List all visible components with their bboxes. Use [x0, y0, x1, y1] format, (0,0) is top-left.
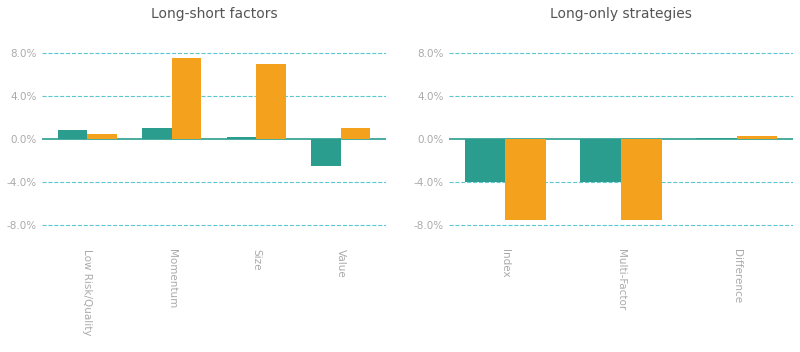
Bar [172, 58, 202, 139]
Bar [581, 139, 621, 182]
Bar [696, 138, 737, 139]
Bar [505, 139, 546, 220]
Bar [58, 131, 87, 139]
Bar [226, 137, 256, 139]
Bar [256, 64, 286, 139]
Bar [142, 128, 172, 139]
Title: Long-only strategies: Long-only strategies [550, 7, 692, 21]
Bar [737, 136, 778, 139]
Bar [341, 128, 370, 139]
Bar [621, 139, 662, 220]
Bar [87, 134, 117, 139]
Bar [311, 139, 341, 166]
Bar [465, 139, 505, 182]
Title: Long-short factors: Long-short factors [150, 7, 278, 21]
